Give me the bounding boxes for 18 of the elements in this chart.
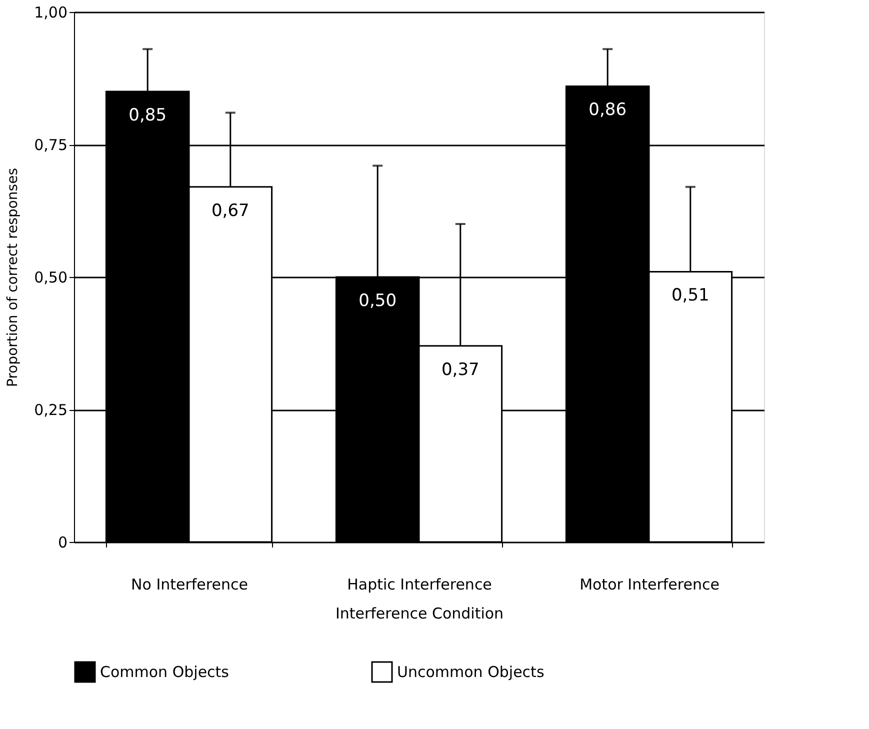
y-tick-label: 1,00 — [34, 4, 68, 22]
legend-label: Uncommon Objects — [397, 663, 544, 681]
x-tick-label: No Interference — [131, 576, 248, 594]
data-label: 0,85 — [128, 106, 167, 126]
data-label: 0,67 — [211, 200, 250, 221]
data-label: 0,86 — [588, 100, 627, 120]
y-tick-label: 0 — [58, 534, 68, 552]
y-axis-title: Proportion of correct responses — [5, 168, 22, 387]
x-tick-label: Motor Interference — [580, 576, 720, 594]
y-tick-label: 0,75 — [34, 136, 68, 154]
data-label: 0,37 — [441, 360, 480, 380]
x-tick-label: Haptic Interference — [347, 576, 492, 594]
y-tick-label: 0,50 — [34, 268, 68, 286]
x-axis-title: Interference Condition — [335, 604, 504, 622]
data-label: 0,50 — [358, 291, 397, 311]
data-label: 0,51 — [671, 286, 710, 306]
legend-label: Common Objects — [100, 663, 230, 681]
y-tick-label: 0,25 — [34, 401, 68, 419]
